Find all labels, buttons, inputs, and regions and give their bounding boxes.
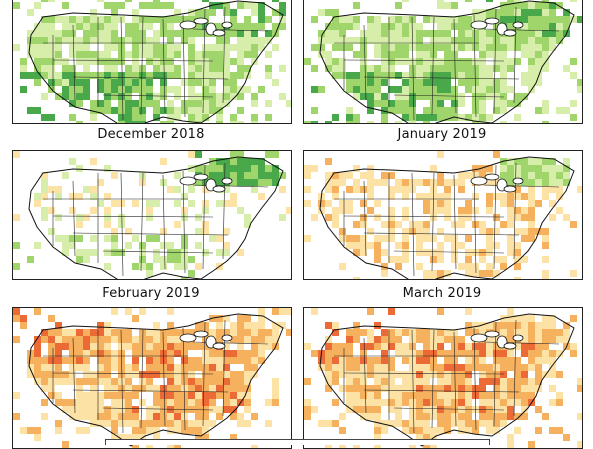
anomaly-grid xyxy=(13,308,291,448)
anomaly-grid xyxy=(13,0,291,123)
lake-4 xyxy=(512,21,524,29)
lake-3 xyxy=(212,185,226,193)
country-outline xyxy=(28,313,284,447)
map-top-left-svg xyxy=(13,0,291,123)
country-outline xyxy=(319,313,575,447)
state-borders xyxy=(43,319,269,434)
anomaly-grid xyxy=(13,151,291,279)
anomaly-grid xyxy=(304,0,582,123)
country-outline xyxy=(28,0,284,123)
lake-0 xyxy=(179,20,197,30)
lake-0 xyxy=(470,176,488,186)
caption-march-2019: March 2019 xyxy=(402,286,482,301)
lake-0 xyxy=(179,333,197,343)
lake-1 xyxy=(484,173,500,181)
caption-february-2019: February 2019 xyxy=(102,286,200,301)
map-panel-december-2018 xyxy=(12,150,292,280)
country-outline xyxy=(28,156,284,279)
state-borders xyxy=(334,162,560,277)
lake-1 xyxy=(193,330,209,338)
lake-0 xyxy=(470,333,488,343)
state-borders xyxy=(334,6,560,121)
map-top-right-svg xyxy=(304,0,582,123)
map-january-2019-svg xyxy=(304,151,582,279)
state-borders xyxy=(43,6,269,121)
map-panel-january-2019 xyxy=(303,150,583,280)
lake-1 xyxy=(484,17,500,25)
lake-3 xyxy=(503,342,517,350)
lake-3 xyxy=(212,342,226,350)
lake-4 xyxy=(512,334,524,342)
anomaly-grid xyxy=(304,151,582,279)
lake-0 xyxy=(470,20,488,30)
map-march-2019-svg xyxy=(304,308,582,448)
lake-1 xyxy=(193,17,209,25)
lake-3 xyxy=(212,29,226,37)
map-panel-top-right xyxy=(303,0,583,124)
lake-0 xyxy=(179,176,197,186)
lake-1 xyxy=(193,173,209,181)
lake-4 xyxy=(221,177,233,185)
colorbar xyxy=(105,439,490,445)
state-borders xyxy=(334,319,560,434)
map-panel-february-2019 xyxy=(12,307,292,449)
map-february-2019-svg xyxy=(13,308,291,448)
country-outline xyxy=(319,0,575,123)
lake-4 xyxy=(221,21,233,29)
lake-1 xyxy=(484,330,500,338)
lake-3 xyxy=(503,29,517,37)
map-december-2018-svg xyxy=(13,151,291,279)
lake-4 xyxy=(512,177,524,185)
map-panel-march-2019 xyxy=(303,307,583,449)
state-borders xyxy=(43,162,269,277)
map-panel-top-left xyxy=(12,0,292,124)
lake-4 xyxy=(221,334,233,342)
caption-december-2018: December 2018 xyxy=(97,127,205,142)
caption-january-2019: January 2019 xyxy=(397,127,487,142)
lake-3 xyxy=(503,185,517,193)
country-outline xyxy=(319,156,575,279)
